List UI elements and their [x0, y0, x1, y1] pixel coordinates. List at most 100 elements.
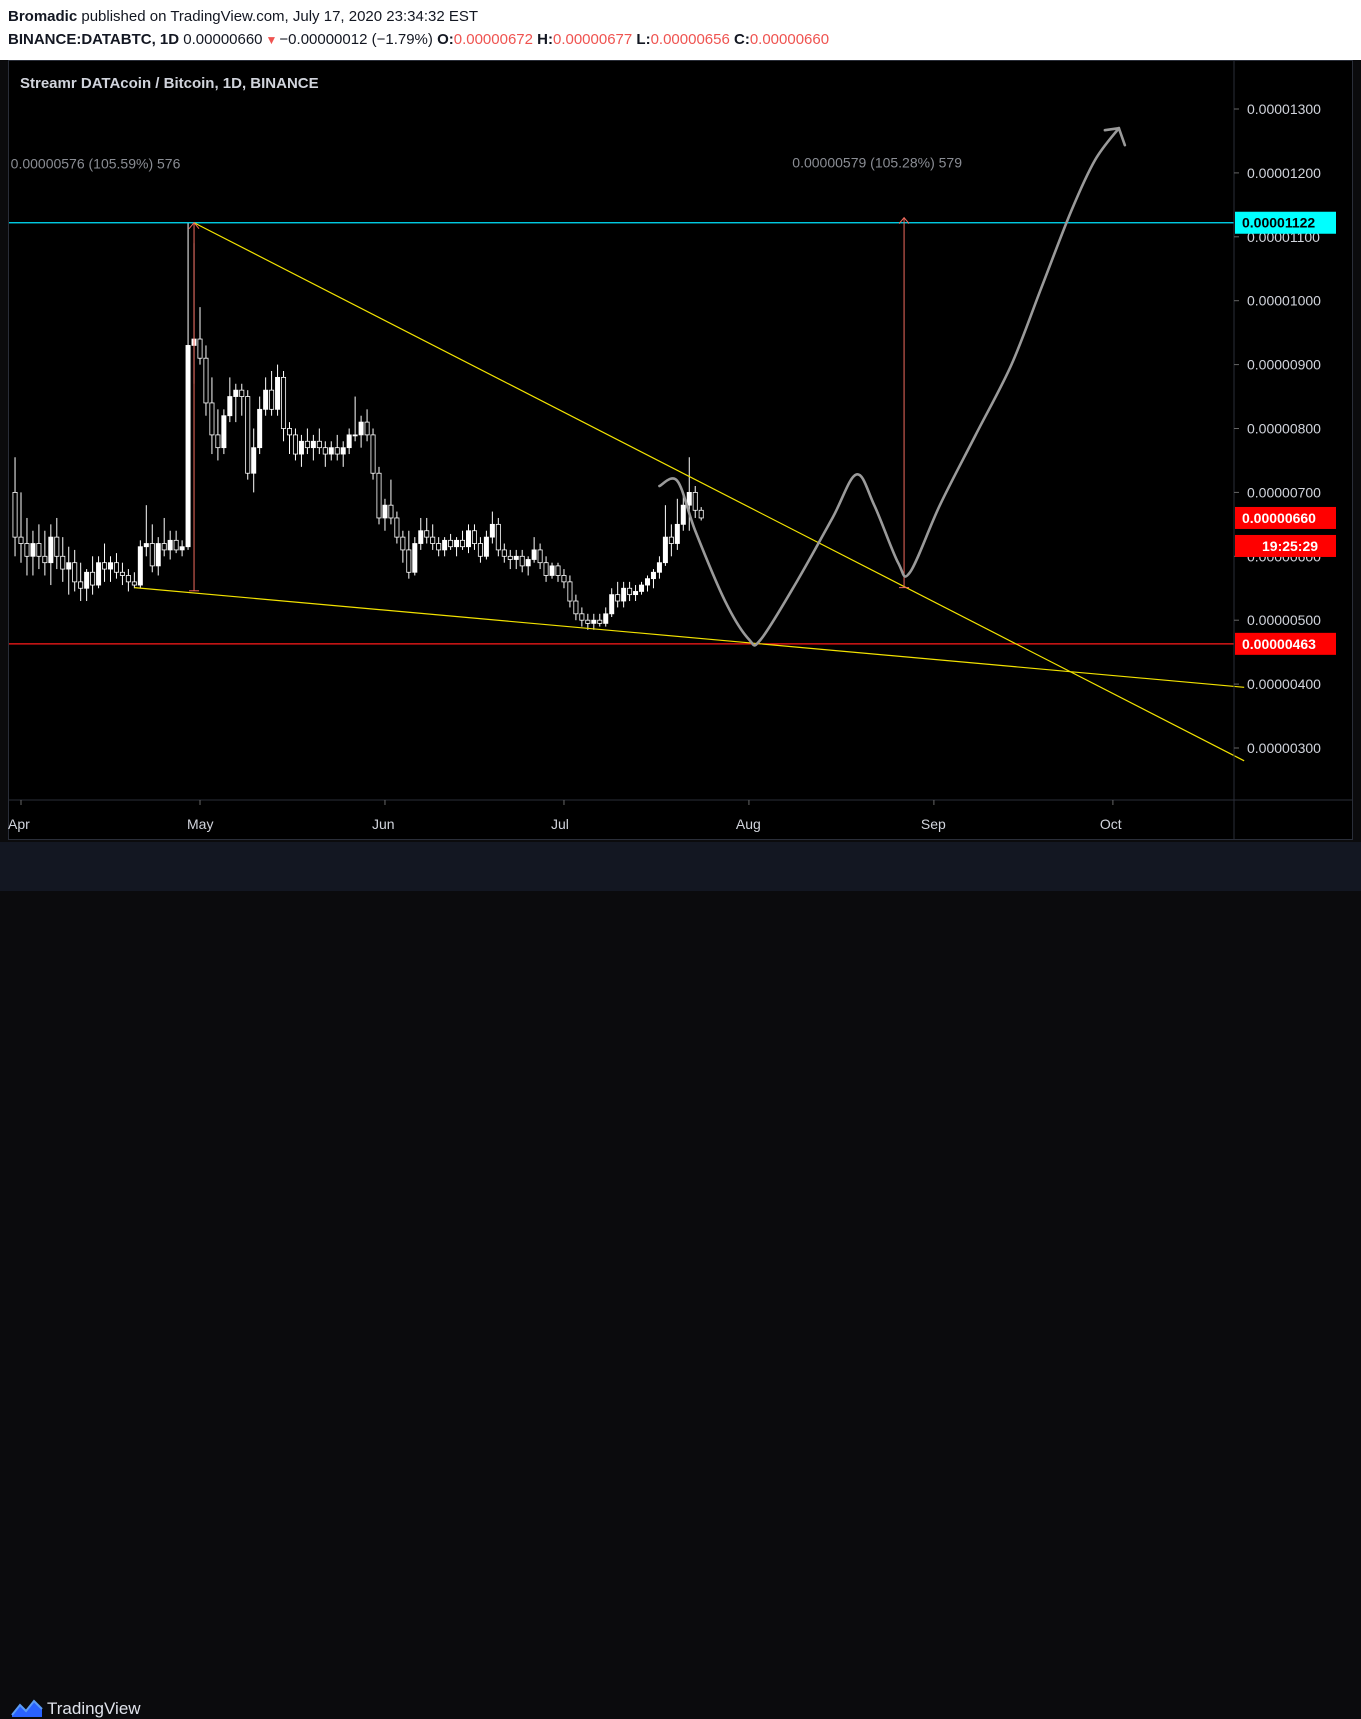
candle-down	[460, 539, 466, 548]
candle-up	[639, 584, 645, 592]
chart-panel[interactable]	[8, 60, 1353, 840]
candle-down	[471, 530, 477, 544]
y-tick-label: 0.00001200	[1247, 165, 1321, 181]
price-label: 0.00000660	[1242, 510, 1316, 526]
chart-title: Streamr DATAcoin / Bitcoin, 1D, BINANCE	[20, 75, 319, 92]
candle-down	[543, 562, 549, 576]
open-label: O:	[437, 31, 454, 48]
candle-up	[227, 396, 233, 417]
candle-up	[645, 578, 651, 586]
y-tick-label: 0.00001300	[1247, 101, 1321, 117]
high-label: H:	[537, 31, 553, 48]
candle-down	[149, 543, 155, 567]
candle-up	[358, 421, 364, 436]
price-label-bg	[1235, 506, 1336, 529]
chart-header: Bromadic published on TradingView.com, J…	[0, 0, 1361, 60]
candle-down	[60, 555, 66, 570]
candle-up	[48, 536, 54, 564]
publish-line: Bromadic published on TradingView.com, J…	[8, 8, 478, 25]
candle-up	[263, 389, 269, 410]
candle-up	[137, 546, 143, 586]
candle-up	[382, 504, 388, 519]
last-price: 0.00000660	[183, 31, 263, 48]
candle-down	[304, 440, 310, 449]
candle-up	[340, 447, 346, 455]
candle-down	[292, 434, 298, 455]
candle-up	[603, 613, 609, 624]
measure-arrow-1-head	[188, 221, 200, 230]
candle-down	[424, 530, 430, 538]
candle-up	[549, 565, 555, 576]
candle-down	[215, 434, 221, 449]
low-label: L:	[636, 31, 651, 48]
candle-up	[328, 447, 334, 455]
measure-arrow-2-head	[898, 216, 910, 224]
author-name[interactable]: Bromadic	[8, 8, 78, 25]
candle-down	[495, 523, 501, 551]
candle-down	[364, 421, 370, 436]
candle-up	[352, 434, 358, 437]
candle-down	[698, 509, 704, 519]
candle-down	[668, 536, 674, 544]
measure-label: 0.00000576 (105.59%) 576	[11, 155, 181, 171]
candle-up	[442, 539, 448, 551]
candle-down	[501, 549, 507, 557]
candle-up	[513, 555, 519, 560]
low-value: 0.00000656	[650, 31, 730, 48]
x-tick-label: Jul	[551, 816, 569, 832]
measure-label: 0.00000579 (105.28%) 579	[792, 155, 962, 171]
candle-up	[185, 345, 191, 548]
arrow-down-icon: ▼	[265, 33, 278, 47]
symbol-line: BINANCE:DATABTC, 1D 0.00000660 ▼ −0.000000…	[8, 31, 829, 48]
x-tick-label: Sep	[921, 816, 946, 832]
candle-up	[221, 415, 227, 449]
candle-down	[42, 555, 48, 564]
candle-up	[525, 559, 531, 567]
candle-up	[298, 440, 304, 455]
candle-down	[119, 571, 125, 576]
candle-down	[370, 434, 376, 474]
candle-down	[430, 536, 436, 544]
candle-down	[125, 575, 131, 583]
projection-path[interactable]	[658, 126, 1121, 647]
close-value: 0.00000660	[749, 31, 830, 48]
tradingview-logo-icon[interactable]	[10, 1697, 44, 1719]
candle-up	[531, 549, 537, 560]
y-tick-label: 0.00000700	[1247, 484, 1321, 500]
candle-down	[72, 562, 78, 583]
candle-down	[245, 396, 251, 474]
candle-down	[334, 447, 340, 455]
candle-down	[12, 491, 18, 538]
symbol-label: BINANCE:DATABTC, 1D	[8, 31, 180, 48]
candle-up	[418, 530, 424, 544]
candle-down	[102, 562, 108, 570]
lower-trendline[interactable]	[134, 587, 1245, 688]
candle-down	[627, 587, 633, 596]
candle-up	[650, 571, 656, 580]
y-tick-label: 0.00000400	[1247, 676, 1321, 692]
candle-up	[108, 562, 114, 570]
candle-down	[281, 376, 287, 429]
candle-up	[609, 594, 615, 615]
x-tick-label: Apr	[8, 816, 30, 832]
candle-down	[573, 600, 579, 615]
x-tick-label: May	[187, 816, 213, 832]
price-chart[interactable]: 0.00000576 (105.59%) 576 0.00000579 (105.…	[0, 0, 1361, 891]
candle-up	[680, 504, 686, 525]
candle-down	[316, 440, 322, 449]
candle-down	[436, 543, 442, 551]
candle-up	[483, 536, 489, 557]
candle-up	[84, 571, 90, 589]
candle-up	[633, 591, 639, 596]
tradingview-brand[interactable]: TradingView	[47, 1699, 141, 1718]
candle-down	[269, 389, 275, 410]
candle-up	[275, 376, 281, 410]
upper-trendline[interactable]	[193, 222, 1245, 762]
candle-down	[585, 619, 591, 624]
candle-down	[692, 491, 698, 511]
candle-down	[400, 536, 406, 551]
candle-down	[394, 517, 400, 538]
candle-up	[591, 619, 597, 624]
y-tick-label: 0.00000300	[1247, 740, 1321, 756]
high-value: 0.00000677	[552, 31, 633, 48]
